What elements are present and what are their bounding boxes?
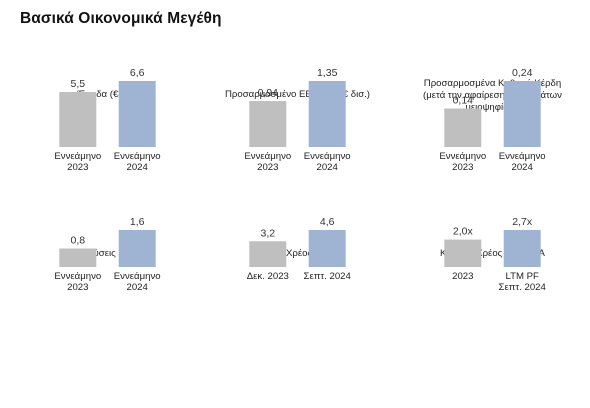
data-label: 6,6: [130, 67, 145, 79]
category-label: LTM PF: [505, 271, 539, 282]
category-label: 2024: [317, 162, 339, 173]
chart-title: Έσοδα (€δισ.): [25, 89, 190, 101]
net-debt-ebitda-chart: Καθαρό Χρέος / EBITDA 2,0x 2023 2,7x LTM PF Σ…: [410, 216, 575, 355]
bar: [59, 248, 97, 267]
chart-title-line: Προσαρμοσμένο EBITDA¹ (€ δισ.): [225, 89, 370, 100]
category-label: 2024: [127, 162, 149, 173]
category-label: 2023: [452, 162, 473, 173]
data-label: 1,35: [317, 67, 338, 79]
bar: [503, 230, 541, 267]
chart-title-line: Έσοδα (€δισ.): [77, 89, 138, 100]
data-label: 2,0x: [453, 226, 474, 238]
category-label: 2023: [452, 271, 473, 282]
chart-title-line: Προσαρμοσμένα Καθαρά Κέρδη: [423, 78, 562, 89]
category-label: Σεπτ. 2024: [499, 282, 547, 293]
page-title: Βασικά Οικονομικά Μεγέθη: [20, 10, 222, 27]
category-label: Εννεάμηνο: [54, 151, 101, 162]
category-label: 2023: [67, 282, 88, 293]
data-label: 4,6: [320, 216, 335, 228]
chart-title-line: μειοψηφίας)¹: [465, 102, 520, 113]
data-label: 0,24: [512, 67, 533, 79]
adjusted-net-profit-chart: Προσαρμοσμένα Καθαρά Κέρδη (μετά την αφαί…: [410, 67, 575, 235]
bar: [444, 108, 482, 147]
bar: [308, 230, 346, 267]
data-label: 1,6: [130, 216, 145, 228]
chart-title: Καθαρό Χρέος (€ δισ.): [215, 248, 380, 260]
category-label: 2024: [512, 162, 534, 173]
category-label: Εννεάμηνο: [439, 151, 486, 162]
category-label: Εννεάμηνο: [244, 151, 291, 162]
category-label: Εννεάμηνο: [114, 271, 161, 282]
category-label: Εννεάμηνο: [54, 271, 101, 282]
category-label: 2024: [127, 282, 149, 293]
category-label: Σεπτ. 2024: [304, 271, 352, 282]
bar: [444, 239, 482, 267]
category-label: 2023: [67, 162, 88, 173]
chart-title: Καθαρό Χρέος / EBITDA: [410, 248, 575, 260]
bar: [249, 101, 287, 147]
data-label: 2,7x: [512, 216, 533, 228]
data-label: 0,8: [70, 235, 85, 247]
chart-plot: 3,2 Δεκ. 2023 4,6 Σεπτ. 2024: [247, 216, 352, 282]
chart-title-line: Επενδύσεις (€ δισ.): [66, 248, 149, 259]
data-label: 0,94: [258, 87, 279, 99]
category-label: Εννεάμηνο: [304, 151, 351, 162]
chart-title: Επενδύσεις (€ δισ.): [25, 248, 190, 260]
bar: [59, 92, 97, 147]
category-label: Δεκ. 2023: [247, 271, 289, 282]
bar: [118, 81, 156, 147]
adjusted-ebitda-chart: Προσαρμοσμένο EBITDA¹ (€ δισ.) 0,94 Εννεάμ…: [215, 67, 380, 235]
net-debt-chart: Καθαρό Χρέος (€ δισ.) 3,2 Δεκ. 2023 4,6 Σεπτ…: [215, 216, 380, 355]
data-label: 5,5: [70, 78, 85, 90]
revenue-chart: Έσοδα (€δισ.) 5,5 Εννεάμηνο 2023 6,6 Εννεάμην…: [25, 67, 190, 235]
chart-title: Προσαρμοσμένα Καθαρά Κέρδη (μετά την αφαί…: [410, 78, 575, 114]
chart-title: Προσαρμοσμένο EBITDA¹ (€ δισ.): [215, 89, 380, 101]
bar: [308, 81, 346, 147]
chart-title-line: Καθαρό Χρέος / EBITDA: [440, 248, 545, 259]
data-label: 3,2: [260, 227, 275, 239]
data-label: 0,14: [453, 95, 474, 107]
chart-title-line: Καθαρό Χρέος (€ δισ.): [249, 248, 346, 259]
category-label: 2023: [257, 162, 278, 173]
bar: [503, 81, 541, 147]
bar: [118, 230, 156, 267]
category-label: Εννεάμηνο: [499, 151, 546, 162]
chart-title-line: (μετά την αφαίρεση δικαιωμάτων: [423, 90, 562, 101]
category-label: Εννεάμηνο: [114, 151, 161, 162]
capex-chart: Επενδύσεις (€ δισ.) 0,8 Εννεάμηνο 2023 1,6 Εν…: [25, 216, 190, 355]
bar: [249, 241, 287, 267]
